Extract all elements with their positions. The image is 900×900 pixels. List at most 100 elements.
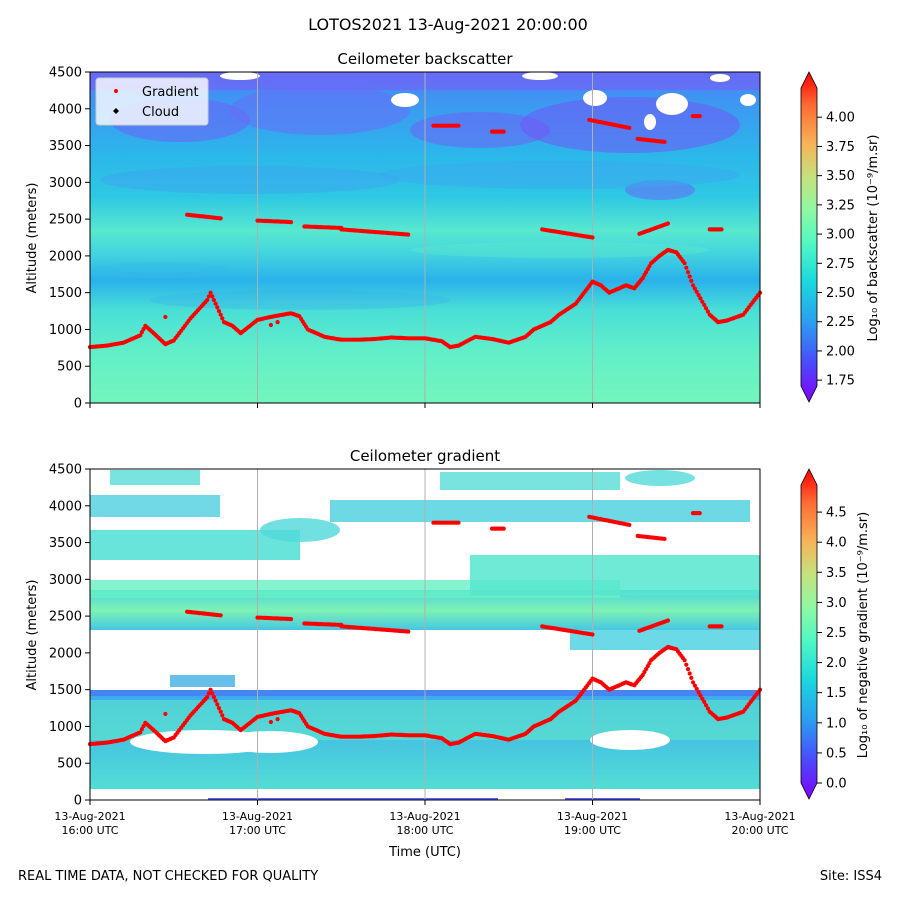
- gradient-point-upper-layer: [627, 125, 632, 130]
- gradient-point-upper-layer: [662, 536, 667, 542]
- gradient-point-boundary-layer: [206, 691, 211, 696]
- gradient-point-boundary-layer: [700, 299, 705, 304]
- gradient-point-boundary-layer: [705, 309, 711, 314]
- gradient-point-boundary-layer: [698, 296, 703, 301]
- gradient-point-boundary-layer: [216, 309, 222, 314]
- gradient-y-ticks: 0 500 1000 1500 2000 2500 3000 3500 4000 4500: [49, 463, 90, 809]
- gradient-panel: Ceilometer gradient: [25, 447, 871, 860]
- gradient-point-boundary-layer: [211, 297, 216, 303]
- gradient-point-upper-layer: [288, 220, 294, 225]
- gradient-point-boundary-layer: [682, 261, 687, 266]
- gradient-point-boundary-layer: [138, 730, 143, 735]
- gradient-point-boundary-layer: [703, 306, 709, 311]
- gradient-point-boundary-layer: [694, 289, 699, 294]
- y-tick-label: 4000: [49, 102, 82, 117]
- legend: Gradient Cloud: [95, 77, 209, 126]
- y-tick-label: 1000: [49, 323, 82, 338]
- gradient-point-boundary-layer: [141, 723, 146, 729]
- gradient-point-boundary-layer: [210, 691, 215, 696]
- x-tick-label: 20:00 UTC: [731, 824, 788, 837]
- y-tick-label: 3000: [49, 573, 82, 588]
- colorbar-tick-label: 3.25: [826, 198, 855, 213]
- colorbar-tick-label: 4.00: [826, 111, 855, 126]
- gradient-point-boundary-layer: [689, 278, 694, 283]
- gradient-point-isolated: [268, 719, 273, 725]
- colorbar-tick-label: 4.0: [826, 536, 847, 551]
- gradient-point-isolated: [275, 319, 280, 325]
- x-tick-label: 13-Aug-2021: [389, 810, 460, 823]
- gradient-point-boundary-layer: [138, 333, 143, 338]
- gradient-point-upper-layer: [697, 510, 702, 516]
- colorbar-tick-label: 0.0: [826, 777, 847, 792]
- y-tick-label: 4500: [49, 463, 82, 478]
- legend-cloud-marker: [113, 108, 119, 114]
- gradient-point-boundary-layer: [698, 693, 703, 698]
- quality-disclaimer: REAL TIME DATA, NOT CHECKED FOR QUALITY: [18, 869, 319, 884]
- gradient-point-boundary-layer: [685, 270, 691, 275]
- gradient-point-boundary-layer: [210, 294, 215, 299]
- gradient-point-boundary-layer: [220, 713, 225, 718]
- x-tick-label: 17:00 UTC: [229, 824, 286, 837]
- colorbar-tick-label: 3.00: [826, 228, 855, 243]
- gradient-point-boundary-layer: [139, 727, 144, 732]
- legend-gradient-label: Gradient: [142, 85, 199, 100]
- gradient-point-upper-layer: [590, 632, 595, 637]
- gradient-point-upper-layer: [218, 613, 223, 618]
- gradient-point-boundary-layer: [216, 706, 222, 711]
- gradient-point-upper-layer: [590, 235, 595, 240]
- gradient-point-boundary-layer: [685, 667, 691, 672]
- y-tick-label: 3500: [49, 536, 82, 551]
- gradient-point-boundary-layer: [705, 706, 711, 711]
- gradient-point-boundary-layer: [208, 687, 213, 692]
- gradient-point-upper-layer: [218, 216, 223, 221]
- site-label: Site: ISS4: [819, 869, 882, 884]
- backscatter-y-ticks: 0 500 1000 1500 2000 2500 3000 3500 4000 4500: [49, 66, 90, 412]
- gradient-point-upper-layer: [719, 624, 724, 629]
- colorbar-tick-label: 3.50: [826, 169, 855, 184]
- gradient-point-upper-layer: [665, 618, 671, 623]
- gradient-point-boundary-layer: [700, 696, 705, 701]
- gradient-point-boundary-layer: [215, 305, 220, 310]
- gradient-point-boundary-layer: [139, 330, 144, 335]
- gradient-gradient-series: [87, 510, 763, 747]
- x-tick-label: 19:00 UTC: [564, 824, 621, 837]
- gradient-point-boundary-layer: [213, 301, 218, 306]
- y-tick-label: 1500: [49, 683, 82, 698]
- colorbar-tick-label: 2.75: [826, 257, 855, 272]
- gradient-point-isolated: [275, 716, 280, 722]
- colorbar-tick-label: 2.5: [826, 626, 847, 641]
- gradient-point-boundary-layer: [220, 316, 225, 321]
- gradient-point-upper-layer: [501, 526, 506, 531]
- gradient-point-boundary-layer: [687, 671, 692, 676]
- gradient-colorbar-label: Log₁₀ of negative gradient (10⁻⁹/m.sr): [856, 512, 871, 758]
- gradient-point-upper-layer: [406, 629, 411, 634]
- gradient-point-boundary-layer: [702, 302, 707, 307]
- gradient-point-upper-layer: [501, 129, 506, 134]
- x-tick-label: 13-Aug-2021: [724, 810, 795, 823]
- gradient-point-upper-layer: [288, 617, 294, 622]
- y-tick-label: 2500: [49, 213, 82, 228]
- x-tick-label: 16:00 UTC: [61, 824, 118, 837]
- y-tick-label: 500: [57, 360, 82, 375]
- gradient-point-upper-layer: [456, 123, 461, 128]
- gradient-colorbar-ticks: 0.0 0.5 1.0 1.5 2.0 2.5 3.0 3.5 4.0 4.5: [817, 506, 847, 792]
- gradient-point-isolated: [268, 322, 273, 328]
- gradient-point-boundary-layer: [694, 686, 699, 691]
- colorbar-tick-label: 2.25: [826, 315, 855, 330]
- backscatter-gradient-series: [87, 114, 763, 350]
- colorbar-tick-label: 4.5: [826, 506, 847, 521]
- gradient-point-boundary-layer: [690, 680, 696, 685]
- colorbar-tick-label: 3.5: [826, 566, 847, 581]
- y-tick-label: 2000: [49, 249, 82, 264]
- gradient-x-ticks: 13-Aug-2021 16:00 UTC 13-Aug-2021 17:00 UTC…: [54, 800, 796, 837]
- y-tick-label: 4500: [49, 66, 82, 81]
- figure-title: LOTOS2021 13-Aug-2021 20:00:00: [308, 15, 588, 34]
- colorbar-tick-label: 1.5: [826, 686, 847, 701]
- colorbar-tick-label: 2.00: [826, 344, 855, 359]
- gradient-point-isolated: [163, 314, 168, 320]
- colorbar-tick-label: 0.5: [826, 746, 847, 761]
- gradient-point-upper-layer: [662, 139, 667, 144]
- gradient-point-upper-layer: [719, 227, 724, 232]
- gradient-title: Ceilometer gradient: [350, 447, 500, 465]
